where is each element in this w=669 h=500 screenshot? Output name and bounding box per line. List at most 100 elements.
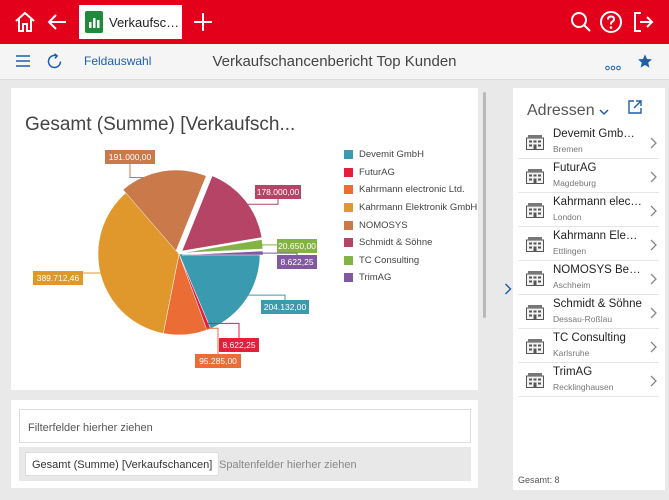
addresses-panel: Adressen Devemit GmbH ... Bremen FuturAG Ma… [513,88,665,490]
address-city: Ettlingen [553,246,587,256]
legend-label: Kahrmann electronic Ltd. [359,184,465,196]
legend-swatch [344,150,353,160]
address-company-name: NOMOSYS Bera... [553,264,643,276]
filter-panel: Filterfelder hierher ziehen Gesamt (Summ… [11,400,478,488]
company-building-icon [526,202,544,223]
legend-swatch [344,273,353,283]
address-city: Bremen [553,144,583,154]
address-company-name: TrimAG [553,366,593,378]
chevron-right-icon [650,306,657,324]
more-options-icon[interactable] [605,58,621,76]
data-label-box [195,354,241,368]
data-label-box [261,300,309,314]
chart-title: Gesamt (Summe) [Verkaufsch... [25,114,296,135]
data-label-box [105,150,155,164]
address-city: London [553,212,582,222]
refresh-icon[interactable] [46,53,63,75]
data-label: 8.622,25 [280,257,313,267]
home-icon[interactable] [10,7,40,37]
pie-slice[interactable] [122,169,207,252]
address-list-item[interactable]: TrimAG Recklinghausen [518,363,659,397]
address-company-name: Kahrmann Elekt... [553,230,643,242]
company-building-icon [526,168,544,189]
chevron-right-icon [650,272,657,290]
column-field-chip[interactable]: Gesamt (Summe) [Verkaufschancen] [25,452,220,476]
legend-swatch [344,255,353,265]
legend-swatch [344,185,353,195]
filter-drop-zone[interactable]: Filterfelder hierher ziehen [19,409,471,443]
legend-label: Devemit GmbH [359,149,424,161]
favorite-star-icon[interactable] [637,53,653,74]
chevron-right-icon [650,340,657,358]
address-list-item[interactable]: Devemit GmbH ... Bremen [518,125,659,159]
data-label: 389.712,46 [37,273,80,283]
chevron-right-icon [650,238,657,256]
company-building-icon [526,372,544,393]
help-icon[interactable] [596,7,626,37]
legend-item[interactable]: Kahrmann Elektronik GmbH [344,199,477,217]
column-placeholder: Spaltenfelder hierher ziehen [219,459,357,471]
logout-icon[interactable] [628,7,658,37]
open-external-icon[interactable] [627,99,643,120]
legend-item[interactable]: NOMOSYS [344,216,477,234]
legend-label: Kahrmann Elektronik GmbH [359,202,478,214]
data-label: 178.000,00 [257,187,300,197]
toolbar: Feldauswahl Verkaufschancenbericht Top K… [0,44,669,80]
data-label-leader-line [206,322,240,345]
legend-label: TC Consulting [359,254,420,266]
add-tab-icon[interactable] [188,7,218,37]
data-label-box [277,255,317,269]
legend-item[interactable]: FuturAG [344,164,477,182]
address-list-item[interactable]: FuturAG Magdeburg [518,159,659,193]
report-icon [85,11,103,33]
pie-slice[interactable] [181,175,263,252]
address-list: Devemit GmbH ... Bremen FuturAG Magdeburg Ka… [518,125,659,397]
legend-item[interactable]: Schmidt & Söhne [344,234,477,252]
pie-slice[interactable] [97,192,180,334]
company-building-icon [526,304,544,325]
data-label-box [277,239,317,253]
addresses-header[interactable]: Adressen [527,101,609,121]
data-label-box [255,185,301,199]
address-list-item[interactable]: Schmidt & Söhne Dessau-Roßlau [518,295,659,329]
address-list-item[interactable]: NOMOSYS Bera... Aschheim [518,261,659,295]
address-city: Magdeburg [553,178,597,188]
panel-toggle-chevron-icon[interactable] [504,282,512,300]
address-list-item[interactable]: Kahrmann Elekt... Ettlingen [518,227,659,261]
legend-item[interactable]: TrimAG [344,269,477,287]
address-city: Aschheim [553,280,591,290]
column-drop-zone[interactable]: Gesamt (Summe) [Verkaufschancen] Spalten… [19,447,471,481]
hamburger-menu-icon[interactable] [15,54,31,73]
search-icon[interactable] [566,7,596,37]
data-label: 20.650,00 [278,241,316,251]
address-list-item[interactable]: Kahrmann elect... London [518,193,659,227]
data-label: 95.285,00 [199,356,237,366]
address-list-item[interactable]: TC Consulting Karlsruhe [518,329,659,363]
legend-label: Schmidt & Söhne [359,237,433,249]
pie-slice[interactable] [181,239,264,254]
tab-verkaufschancen[interactable]: Verkaufschancen... [79,5,182,39]
address-city: Karlsruhe [553,348,590,358]
address-city: Dessau-Roßlau [553,314,613,324]
back-arrow-icon[interactable] [42,7,72,37]
field-selection-link[interactable]: Feldauswahl [84,54,152,68]
chevron-right-icon [650,374,657,392]
legend-label: NOMOSYS [359,219,408,231]
data-label-box [33,271,83,285]
legend-swatch [344,220,353,230]
chart-scrollbar[interactable] [483,92,486,318]
legend-item[interactable]: Kahrmann electronic Ltd. [344,181,477,199]
address-company-name: Schmidt & Söhne [553,298,642,310]
legend-swatch [344,203,353,213]
legend-item[interactable]: Devemit GmbH [344,146,477,164]
data-label-box [219,338,259,352]
chevron-right-icon [650,170,657,188]
company-building-icon [526,236,544,257]
data-label: 8.622,25 [222,340,255,350]
address-city: Recklinghausen [553,382,614,392]
address-total: Gesamt: 8 [518,475,560,485]
address-company-name: Kahrmann elect... [553,196,643,208]
pie-slice[interactable] [178,253,261,329]
company-building-icon [526,338,544,359]
legend-item[interactable]: TC Consulting [344,252,477,270]
